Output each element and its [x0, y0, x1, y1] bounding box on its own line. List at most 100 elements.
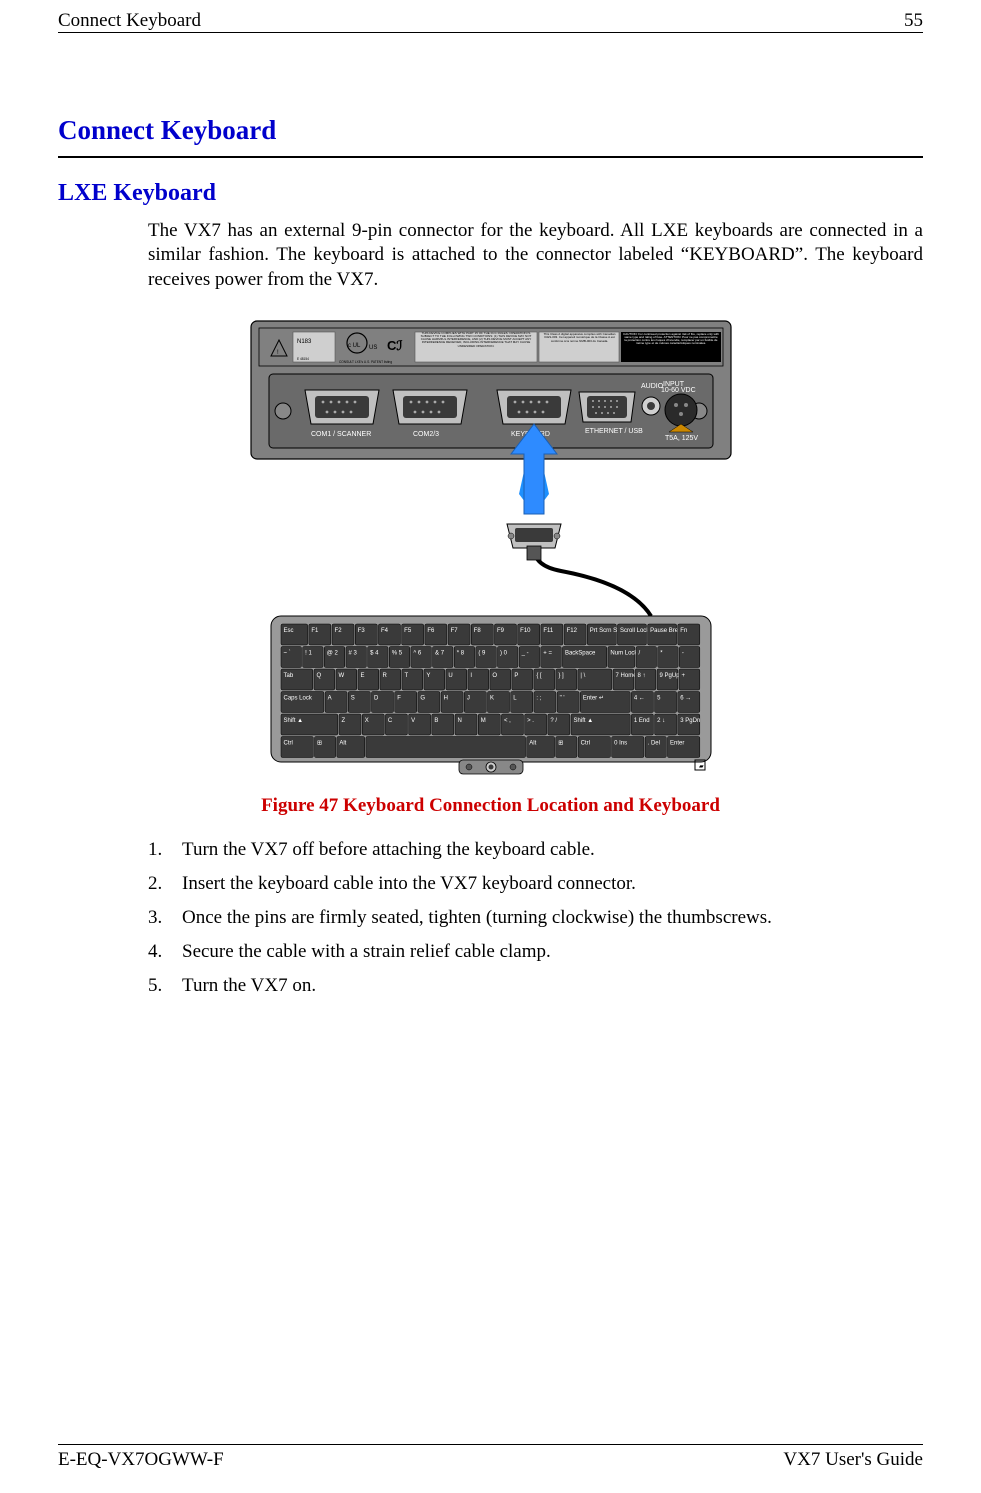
step: 5.Turn the VX7 on. [148, 975, 923, 997]
svg-text:? /: ? / [550, 718, 557, 724]
svg-text:Fn: Fn [680, 628, 687, 634]
svg-text:Q: Q [316, 673, 321, 679]
svg-text:F8: F8 [473, 628, 481, 634]
step: 4.Secure the cable with a strain relief … [148, 941, 923, 963]
svg-text:E: E [360, 673, 364, 679]
svg-text:T: T [404, 673, 408, 679]
key [365, 736, 525, 757]
svg-text:Y: Y [426, 673, 430, 679]
svg-text:F6: F6 [427, 628, 435, 634]
svg-text:A: A [327, 695, 331, 701]
svg-text:10-60 VDC: 10-60 VDC [661, 387, 696, 394]
svg-text:c UL: c UL [348, 343, 361, 349]
svg-text:F2: F2 [334, 628, 342, 634]
svg-text:8 ↑: 8 ↑ [637, 673, 645, 679]
ices-text: This Class A digital apparatus complies … [541, 333, 618, 343]
svg-text:Caps Lock: Caps Lock [283, 695, 312, 701]
figure-illustration: ! N183 E 48154 c UL US Cℐ CONSULT LXE's … [211, 316, 771, 776]
svg-text:Enter: Enter [669, 740, 683, 746]
label-us: US [369, 345, 377, 351]
svg-text:1 End: 1 End [633, 718, 649, 724]
svg-text:| \: | \ [580, 673, 585, 679]
svg-text:9 PgUp: 9 PgUp [659, 673, 680, 679]
svg-text:< ,: < , [503, 718, 510, 724]
label-emark: E 48154 [297, 357, 309, 361]
svg-text:4 ←: 4 ← [633, 695, 644, 701]
svg-text:Tab: Tab [283, 673, 293, 679]
svg-text:2 ↓: 2 ↓ [657, 718, 665, 724]
svg-text:+: + [681, 673, 685, 679]
figure-caption: Figure 47 Keyboard Connection Location a… [58, 795, 923, 817]
svg-text:Ctrl: Ctrl [580, 740, 589, 746]
svg-text:N: N [457, 718, 461, 724]
svg-text:Enter ↵: Enter ↵ [582, 695, 603, 701]
svg-text:▰: ▰ [699, 764, 704, 770]
svg-text:U: U [448, 673, 452, 679]
svg-text:X: X [364, 718, 368, 724]
svg-text:$ 4: $ 4 [370, 650, 379, 656]
svg-text:" ': " ' [559, 695, 564, 701]
subsection-title: LXE Keyboard [58, 180, 923, 207]
figure: ! N183 E 48154 c UL US Cℐ CONSULT LXE's … [58, 316, 923, 781]
fcc-text: THIS DEVICE COMPLIES WITH PART 15 OF THE… [416, 332, 536, 348]
svg-text:{ [: { [ [536, 673, 542, 679]
svg-text:~ `: ~ ` [283, 650, 290, 656]
svg-text:F9: F9 [496, 628, 504, 634]
svg-text:^ 6: ^ 6 [413, 650, 421, 656]
svg-text:R: R [382, 673, 387, 679]
page-number: 55 [904, 10, 923, 32]
section-title: Connect Keyboard [58, 115, 923, 146]
svg-text:. Del: . Del [647, 740, 659, 746]
port-com1: COM1 / SCANNER [305, 390, 379, 438]
footer-left: E-EQ-VX7OGWW-F [58, 1449, 224, 1471]
cable-plug [507, 524, 651, 616]
svg-text:F3: F3 [357, 628, 365, 634]
intro-paragraph: The VX7 has an external 9-pin connector … [148, 219, 923, 292]
svg-text:V: V [411, 718, 415, 724]
svg-text:O: O [492, 673, 497, 679]
svg-text:F11: F11 [543, 628, 554, 634]
svg-text:Shift ▲: Shift ▲ [573, 718, 593, 724]
svg-text:* 8: * 8 [456, 650, 464, 656]
svg-text:+ =: + = [543, 650, 552, 656]
svg-text:Ctrl: Ctrl [283, 740, 292, 746]
svg-text:% 5: % 5 [391, 650, 402, 656]
svg-text:( 9: ( 9 [478, 650, 486, 656]
section-rule [58, 156, 923, 158]
svg-text:_ -: _ - [520, 650, 528, 656]
svg-text:B: B [434, 718, 438, 724]
svg-text:Esc: Esc [283, 628, 293, 634]
svg-text:D: D [373, 695, 378, 701]
svg-text:BackSpace: BackSpace [564, 650, 595, 656]
svg-text:COM1 / SCANNER: COM1 / SCANNER [311, 431, 371, 438]
svg-text:F4: F4 [380, 628, 388, 634]
svg-text:Alt: Alt [339, 740, 346, 746]
svg-text:W: W [338, 673, 344, 679]
svg-text:F10: F10 [520, 628, 531, 634]
svg-text:F12: F12 [566, 628, 577, 634]
footer-rule [58, 1444, 923, 1445]
svg-text:COM2/3: COM2/3 [413, 431, 439, 438]
caution-text: CAUTION: For continued protection agains… [623, 333, 719, 346]
step: 3.Once the pins are firmly seated, tight… [148, 907, 923, 929]
svg-text:F: F [397, 695, 401, 701]
svg-text:F1: F1 [311, 628, 319, 634]
running-head-left: Connect Keyboard [58, 10, 201, 32]
svg-text:F7: F7 [450, 628, 458, 634]
step: 2.Insert the keyboard cable into the VX7… [148, 873, 923, 895]
svg-text:M: M [480, 718, 485, 724]
svg-text:T5A, 125V: T5A, 125V [665, 435, 698, 442]
svg-text:# 3: # 3 [348, 650, 357, 656]
svg-text:} ]: } ] [558, 673, 564, 679]
svg-text:Shift ▲: Shift ▲ [283, 718, 303, 724]
svg-text:@ 2: @ 2 [326, 650, 338, 656]
footer-right: VX7 User's Guide [783, 1449, 923, 1471]
svg-text:! 1: ! 1 [305, 650, 312, 656]
svg-text:K: K [490, 695, 494, 701]
label-consult: CONSULT LXE's U.S. PATENT listing [339, 360, 392, 364]
svg-text:P: P [514, 673, 518, 679]
label-n183: N183 [297, 339, 312, 345]
svg-text:⊞: ⊞ [317, 740, 322, 746]
svg-text:Alt: Alt [529, 740, 536, 746]
label-ce: Cℐ [387, 338, 403, 353]
